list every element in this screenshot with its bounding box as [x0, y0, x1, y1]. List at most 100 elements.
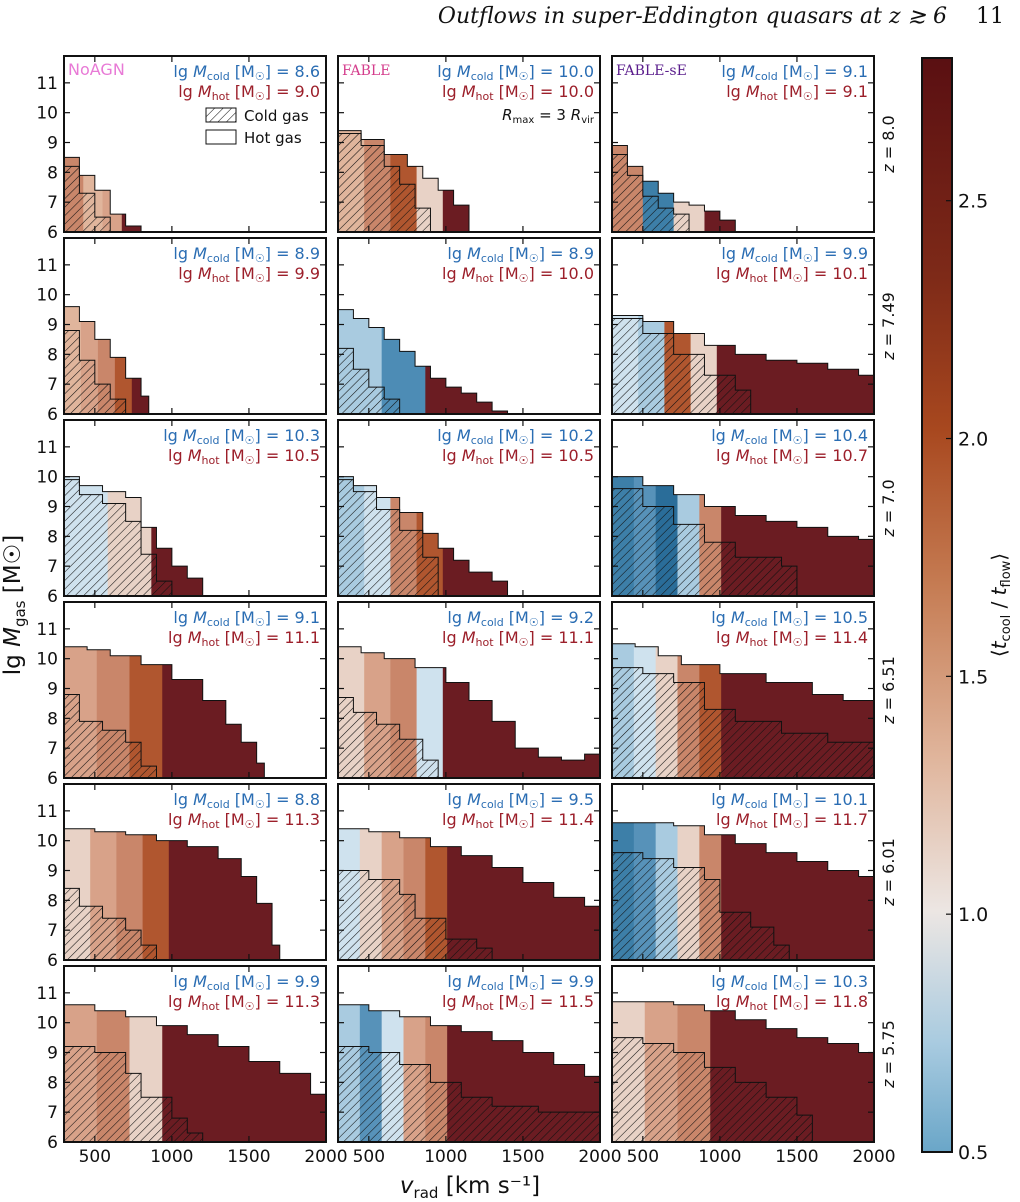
hot-mass-label: lg Mhot [M☉] = 11.4 [716, 628, 868, 649]
y-tick-label: 8 [47, 527, 58, 547]
x-tick-label: 2000 [304, 1147, 347, 1167]
cold-mass-label: lg Mcold [M☉] = 9.1 [721, 62, 868, 83]
panel-r2-c2: lg Mcold [M☉] = 10.4lg Mhot [M☉] = 10.7 z… [611, 419, 898, 597]
hot-mass-label: lg Mhot [M☉] = 10.0 [442, 264, 594, 285]
panel-frame [611, 55, 875, 233]
colorbar-tick: 2.5 [958, 191, 988, 213]
hot-mass-label: lg Mhot [M☉] = 10.0 [442, 82, 594, 103]
hot-gas-outline [64, 828, 281, 960]
redshift-label: z = 6.51 [879, 656, 898, 725]
panel-r0-c2: lg Mcold [M☉] = 9.1lg Mhot [M☉] = 9.1 FAB… [611, 55, 898, 233]
hot-mass-label: lg Mhot [M☉] = 11.4 [442, 810, 594, 831]
y-tick-label: 10 [36, 286, 58, 306]
y-tick-label: 8 [47, 163, 58, 183]
running-header-text: Outflows in super-Eddington quasars at z… [438, 4, 1004, 29]
panel-r1-c2: lg Mcold [M☉] = 9.9lg Mhot [M☉] = 10.1 z … [611, 237, 898, 415]
cold-mass-label: lg Mcold [M☉] = 10.2 [437, 426, 594, 447]
panel-frame [337, 965, 601, 1143]
y-tick-label: 7 [47, 921, 58, 941]
y-tick-label: 10 [36, 1014, 58, 1034]
hot-gas-outline [612, 643, 874, 778]
column-name: FABLE-sE [616, 63, 687, 79]
hot-mass-label: lg Mhot [M☉] = 10.5 [168, 446, 320, 467]
cold-gas-hist [338, 1046, 600, 1142]
x-tick-label: 1000 [424, 1147, 467, 1167]
ratio-band [416, 130, 444, 232]
cold-gas-hist [64, 887, 157, 960]
hot-gas-outline [612, 476, 874, 596]
panel-frame [337, 55, 601, 233]
panel-r1-c1: lg Mcold [M☉] = 8.9lg Mhot [M☉] = 10.0 [337, 237, 601, 415]
panel-frame [63, 419, 327, 597]
legend-hot: Hot gas [244, 129, 302, 147]
hot-mass-label: lg Mhot [M☉] = 9.0 [178, 82, 320, 103]
redshift-label: z = 8.0 [879, 115, 898, 173]
redshift-label: z = 7.49 [879, 292, 898, 361]
hot-mass-label: lg Mhot [M☉] = 10.5 [442, 446, 594, 467]
cold-gas-hist [612, 153, 690, 232]
panel-frame [611, 601, 875, 779]
x-tick-label: 1000 [150, 1147, 193, 1167]
y-tick-label: 11 [36, 620, 58, 640]
column-name: FABLE [342, 63, 390, 79]
panel-r3-c2: lg Mcold [M☉] = 10.5lg Mhot [M☉] = 11.4 z… [611, 601, 898, 779]
panel-frame [63, 965, 327, 1143]
hot-gas-outline [64, 306, 150, 414]
panel-r3-c1: lg Mcold [M☉] = 9.2lg Mhot [M☉] = 11.1 [337, 601, 601, 779]
panel-frame [337, 419, 601, 597]
y-tick-label: 9 [47, 1044, 58, 1064]
cold-mass-label: lg Mcold [M☉] = 10.1 [711, 790, 868, 811]
y-tick-label: 7 [47, 1103, 58, 1123]
y-tick-label: 6 [47, 587, 58, 607]
cold-gas-hist [612, 1037, 813, 1142]
panel-frame [337, 237, 601, 415]
y-tick-label: 6 [47, 769, 58, 789]
ratio-band [114, 306, 133, 414]
cold-mass-label: lg Mcold [M☉] = 10.5 [711, 608, 868, 629]
y-tick-label: 6 [47, 951, 58, 971]
cold-gas-hist [612, 318, 752, 414]
y-tick-label: 10 [36, 468, 58, 488]
cold-mass-label: lg Mcold [M☉] = 10.4 [711, 426, 868, 447]
axis-labels: vrad [km s⁻¹] lg Mgas [M☉] [0, 535, 540, 1202]
hot-gas-outline [64, 1004, 326, 1142]
panel-r5-c2: 500 1000 1500 2000 lg Mcold [M☉] = 10.3lg Mh… [611, 965, 898, 1167]
ratio-band [102, 157, 123, 232]
hot-mass-label: lg Mhot [M☉] = 11.3 [168, 810, 320, 831]
hot-gas-outline [338, 646, 600, 778]
ratio-band [121, 157, 142, 232]
y-tick-label: 9 [47, 498, 58, 518]
hot-mass-label: lg Mhot [M☉] = 9.9 [178, 264, 320, 285]
panel-r4-c0: 6 7 8 9 10 11 lg Mcold [M☉] = 8.8lg Mhot [M☉] … [36, 783, 327, 971]
x-tick-label: 500 [353, 1147, 385, 1167]
y-tick-label: 11 [36, 438, 58, 458]
panel-r4-c2: lg Mcold [M☉] = 10.1lg Mhot [M☉] = 11.7 z… [611, 783, 898, 961]
panel-frame [337, 601, 601, 779]
panel-frame [337, 783, 601, 961]
hot-mass-label: lg Mhot [M☉] = 9.1 [726, 82, 868, 103]
x-tick-label: 1500 [775, 1147, 818, 1167]
cold-gas-hist [612, 852, 790, 960]
x-tick-label: 2000 [852, 1147, 895, 1167]
cold-gas-hist [64, 329, 127, 414]
cold-mass-label: lg Mcold [M☉] = 9.2 [447, 608, 594, 629]
cold-gas-hist [64, 693, 157, 778]
y-tick-label: 7 [47, 193, 58, 213]
x-tick-label: 500 [627, 1147, 659, 1167]
y-tick-label: 9 [47, 862, 58, 882]
cold-gas-hist [64, 479, 173, 596]
x-tick-label: 2000 [578, 1147, 621, 1167]
y-tick-label: 7 [47, 375, 58, 395]
colorbar-gradient [921, 57, 953, 1153]
panel-r3-c0: 6 7 8 9 10 11 lg Mcold [M☉] = 9.1lg Mhot [M☉] … [36, 601, 327, 789]
y-tick-label: 11 [36, 802, 58, 822]
cold-mass-label: lg Mcold [M☉] = 8.9 [173, 244, 320, 265]
panel-frame [611, 419, 875, 597]
cold-mass-label: lg Mcold [M☉] = 9.5 [447, 790, 594, 811]
panel-r5-c0: 6 7 8 9 10 11 500 1000 1500 2000 lg Mcold [M☉] = 9… [36, 965, 348, 1167]
panel-frame [611, 965, 875, 1143]
y-tick-label: 9 [47, 316, 58, 336]
cold-mass-label: lg Mcold [M☉] = 8.6 [173, 62, 320, 83]
cold-mass-label: lg Mcold [M☉] = 8.9 [447, 244, 594, 265]
y-tick-label: 6 [47, 1133, 58, 1153]
